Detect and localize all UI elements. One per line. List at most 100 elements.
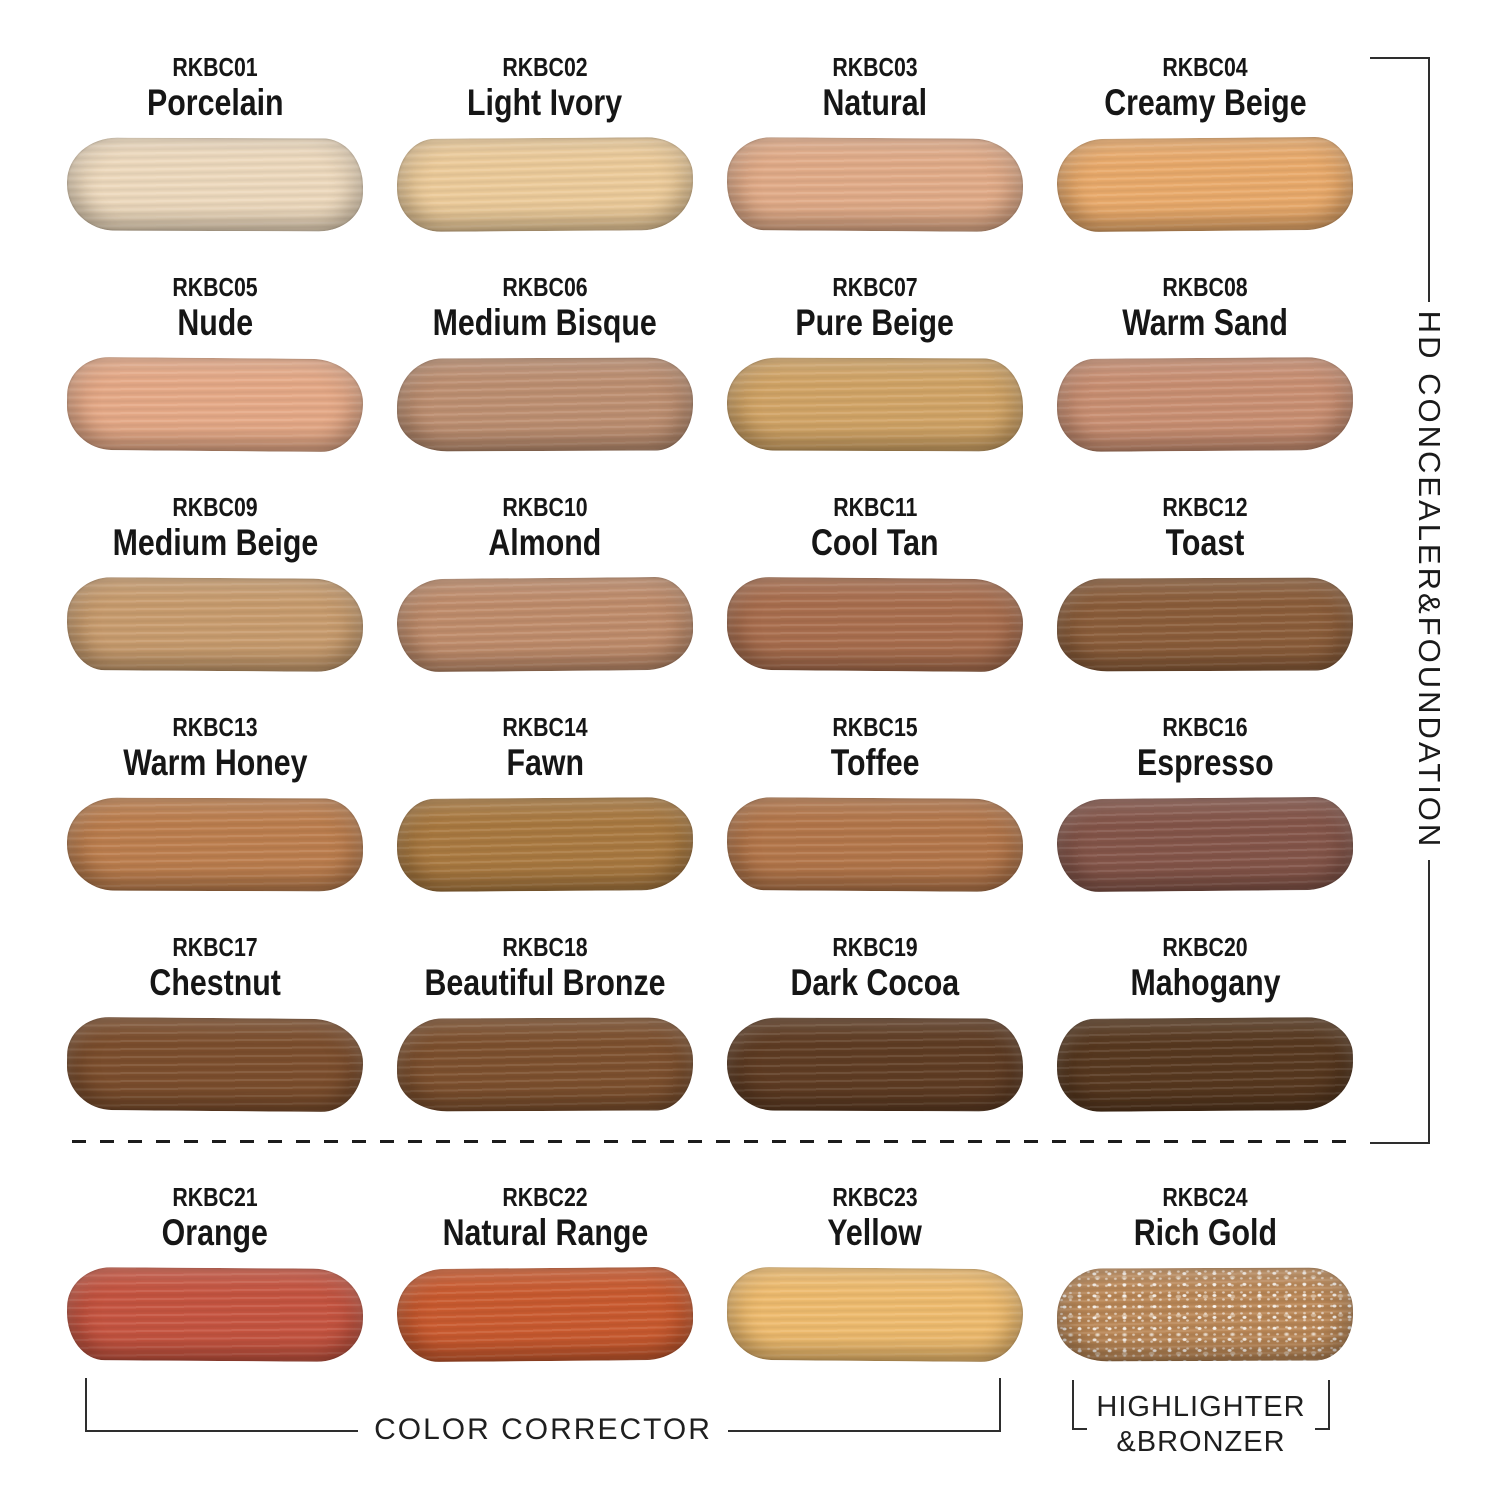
swatch-code: RKBC16	[1162, 712, 1247, 742]
swatch-color	[67, 1017, 364, 1113]
swatch-color	[67, 357, 364, 453]
swatch-name: Almond	[489, 522, 602, 564]
swatch-code: RKBC12	[1162, 492, 1247, 522]
swatch-color	[727, 357, 1023, 451]
swatch-cell: RKBC16 Espresso	[1040, 696, 1370, 916]
swatch-color	[727, 797, 1024, 892]
swatch-name: Espresso	[1137, 742, 1274, 784]
swatch-code: RKBC20	[1162, 932, 1247, 962]
swatch-name: Dark Cocoa	[791, 962, 960, 1004]
swatch-cell: RKBC23 Yellow	[710, 1166, 1040, 1376]
swatch-color	[1057, 137, 1354, 233]
swatch-color	[67, 137, 363, 231]
swatch-code: RKBC13	[172, 712, 257, 742]
swatch-code: RKBC05	[172, 272, 257, 302]
swatch-cell: RKBC14 Fawn	[380, 696, 710, 916]
swatch-code: RKBC04	[1162, 52, 1247, 82]
swatch-cell: RKBC07 Pure Beige	[710, 256, 1040, 476]
swatch-code: RKBC06	[502, 272, 587, 302]
corrector-highlighter-grid: RKBC21 Orange RKBC22 Natural Range RKBC2…	[50, 1166, 1370, 1376]
swatch-name: Porcelain	[147, 82, 284, 124]
swatch-color	[397, 797, 694, 892]
swatch-name: Fawn	[506, 742, 584, 784]
swatch-cell: RKBC17 Chestnut	[50, 916, 380, 1136]
swatch-cell: RKBC10 Almond	[380, 476, 710, 696]
concealer-foundation-grid: RKBC01 Porcelain RKBC02 Light Ivory RKBC…	[50, 36, 1370, 1136]
swatch-code: RKBC09	[172, 492, 257, 522]
dashed-divider	[72, 1140, 1346, 1143]
swatch-color	[1057, 1017, 1354, 1112]
swatch-color	[397, 137, 694, 232]
swatch-color	[67, 577, 364, 672]
swatch-code: RKBC17	[172, 932, 257, 962]
swatch-name: Toast	[1166, 522, 1245, 564]
swatch-color	[397, 1267, 694, 1363]
swatch-color	[1057, 577, 1353, 671]
highlighter-bronzer-label: HIGHLIGHTER &BRONZER	[1072, 1390, 1330, 1460]
swatch-name: Warm Honey	[123, 742, 307, 784]
swatch-cell: RKBC09 Medium Beige	[50, 476, 380, 696]
right-bracket-bottom-tick	[1370, 1142, 1430, 1144]
swatch-name: Warm Sand	[1122, 302, 1288, 344]
swatch-cell: RKBC20 Mahogany	[1040, 916, 1370, 1136]
swatch-color	[727, 137, 1024, 232]
swatch-cell: RKBC22 Natural Range	[380, 1166, 710, 1376]
swatch-color	[1057, 797, 1354, 893]
right-bracket-top-tick	[1370, 57, 1430, 59]
color-corrector-right-line	[728, 1430, 999, 1432]
swatch-code: RKBC24	[1162, 1182, 1247, 1212]
swatch-name: Medium Beige	[112, 522, 318, 564]
swatch-code: RKBC01	[172, 52, 257, 82]
swatch-name: Nude	[177, 302, 253, 344]
swatch-code: RKBC21	[172, 1182, 257, 1212]
highlighter-label-line1: HIGHLIGHTER	[1072, 1390, 1330, 1425]
swatch-cell: RKBC12 Toast	[1040, 476, 1370, 696]
swatch-cell: RKBC13 Warm Honey	[50, 696, 380, 916]
swatch-name: Natural	[823, 82, 928, 124]
color-corrector-bracket: COLOR CORRECTOR	[85, 1378, 1001, 1432]
right-bracket-upper-line	[1428, 57, 1430, 302]
swatch-color	[397, 357, 693, 451]
swatch-code: RKBC18	[502, 932, 587, 962]
swatch-code: RKBC19	[832, 932, 917, 962]
swatch-color	[727, 577, 1024, 673]
swatch-cell: RKBC18 Beautiful Bronze	[380, 916, 710, 1136]
swatch-cell: RKBC03 Natural	[710, 36, 1040, 256]
swatch-code: RKBC08	[1162, 272, 1247, 302]
swatch-name: Medium Bisque	[433, 302, 657, 344]
highlighter-bronzer-bracket: HIGHLIGHTER &BRONZER	[1072, 1380, 1330, 1470]
swatch-cell: RKBC24 Rich Gold	[1040, 1166, 1370, 1376]
swatch-name: Light Ivory	[467, 82, 622, 124]
swatch-cell: RKBC08 Warm Sand	[1040, 256, 1370, 476]
swatch-code: RKBC15	[832, 712, 917, 742]
swatch-cell: RKBC19 Dark Cocoa	[710, 916, 1040, 1136]
swatch-cell: RKBC06 Medium Bisque	[380, 256, 710, 476]
swatch-cell: RKBC21 Orange	[50, 1166, 380, 1376]
swatch-code: RKBC22	[502, 1182, 587, 1212]
swatch-cell: RKBC05 Nude	[50, 256, 380, 476]
swatch-name: Natural Range	[442, 1212, 648, 1254]
swatch-code: RKBC07	[832, 272, 917, 302]
swatch-code: RKBC03	[832, 52, 917, 82]
swatch-name: Pure Beige	[796, 302, 955, 344]
highlighter-label-line2: &BRONZER	[1072, 1425, 1330, 1460]
swatch-cell: RKBC04 Creamy Beige	[1040, 36, 1370, 256]
swatch-name: Rich Gold	[1133, 1212, 1276, 1254]
swatch-name: Orange	[162, 1212, 268, 1254]
swatch-cell: RKBC11 Cool Tan	[710, 476, 1040, 696]
swatch-name: Toffee	[831, 742, 920, 784]
swatch-code: RKBC23	[832, 1182, 917, 1212]
swatch-name: Cool Tan	[811, 522, 939, 564]
swatch-cell: RKBC15 Toffee	[710, 696, 1040, 916]
swatch-color	[1057, 1267, 1353, 1361]
swatch-cell: RKBC01 Porcelain	[50, 36, 380, 256]
swatch-code: RKBC02	[502, 52, 587, 82]
swatch-color	[397, 577, 694, 673]
color-corrector-label: COLOR CORRECTOR	[374, 1413, 712, 1447]
swatch-color	[67, 1267, 364, 1362]
swatch-chart: RKBC01 Porcelain RKBC02 Light Ivory RKBC…	[0, 0, 1500, 1500]
swatch-color	[67, 797, 363, 891]
swatch-code: RKBC11	[833, 492, 917, 522]
swatch-color	[397, 1017, 693, 1111]
swatch-name: Yellow	[828, 1212, 922, 1254]
